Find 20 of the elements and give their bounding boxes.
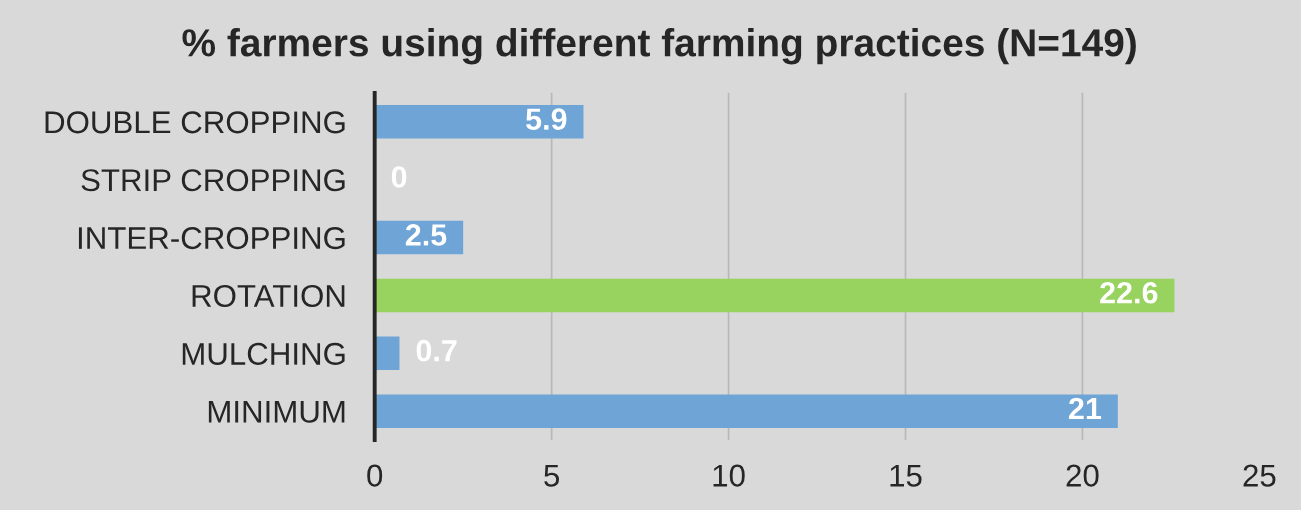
data-label: 22.6 (1100, 281, 1158, 304)
x-tick-label: 15 (890, 464, 922, 487)
x-tick-label: 10 (713, 464, 745, 487)
x-tick-label: 20 (1066, 464, 1099, 487)
x-tick-label: 0 (367, 464, 383, 487)
x-tick-label: 5 (544, 464, 559, 487)
bar (374, 278, 1175, 313)
data-label: 5.9 (526, 108, 567, 130)
data-label: 21 (1068, 397, 1102, 420)
y-tick-label: DOUBLE CROPPING (45, 111, 345, 134)
bar (374, 104, 584, 139)
y-tick-label: MULCHING (182, 342, 345, 365)
chart-title: % farmers using different farming practices (N=149) (182, 28, 1136, 65)
x-tick-label: 25 (1243, 464, 1276, 487)
y-tick-label: MINIMUM (208, 401, 345, 423)
y-tick-label: INTER-CROPPING (78, 227, 345, 250)
data-label: 2.5 (405, 224, 447, 246)
bar (374, 394, 1118, 428)
y-tick-label: STRIP CROPPING (81, 169, 345, 192)
y-tick-label: ROTATION (192, 284, 345, 308)
